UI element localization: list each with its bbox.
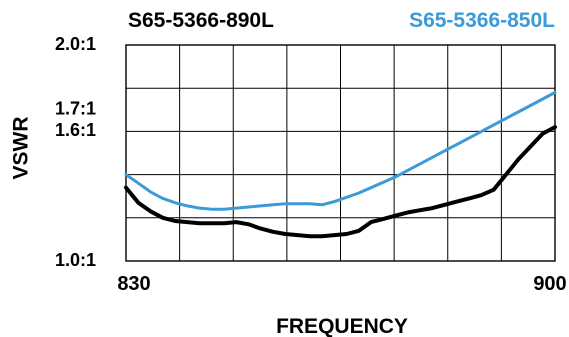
- x-tick-labels: 830 900: [117, 273, 566, 295]
- x-axis-label: FREQUENCY: [276, 315, 408, 337]
- legend-entry-series-2: S65-5366-850L: [409, 9, 555, 32]
- y-tick-label: 1.6:1: [55, 120, 96, 140]
- legend-entry-series-1: S65-5366-890L: [128, 9, 274, 32]
- y-tick-labels: 1.0:1 1.6:11.7:1 2.0:1: [55, 34, 96, 270]
- y-tick-label: 1.0:1: [55, 250, 96, 270]
- x-tick-label: 830: [117, 273, 150, 295]
- y-axis-label: VSWR: [10, 117, 33, 180]
- y-tick-label: 2.0:1: [55, 34, 96, 54]
- x-tick-label: 900: [533, 273, 566, 295]
- series-line-1: [124, 125, 557, 239]
- series-lines: [124, 91, 557, 239]
- series-line-2: [124, 91, 557, 211]
- plot-frame: [125, 44, 556, 262]
- y-tick-label: 1.7:1: [55, 99, 96, 119]
